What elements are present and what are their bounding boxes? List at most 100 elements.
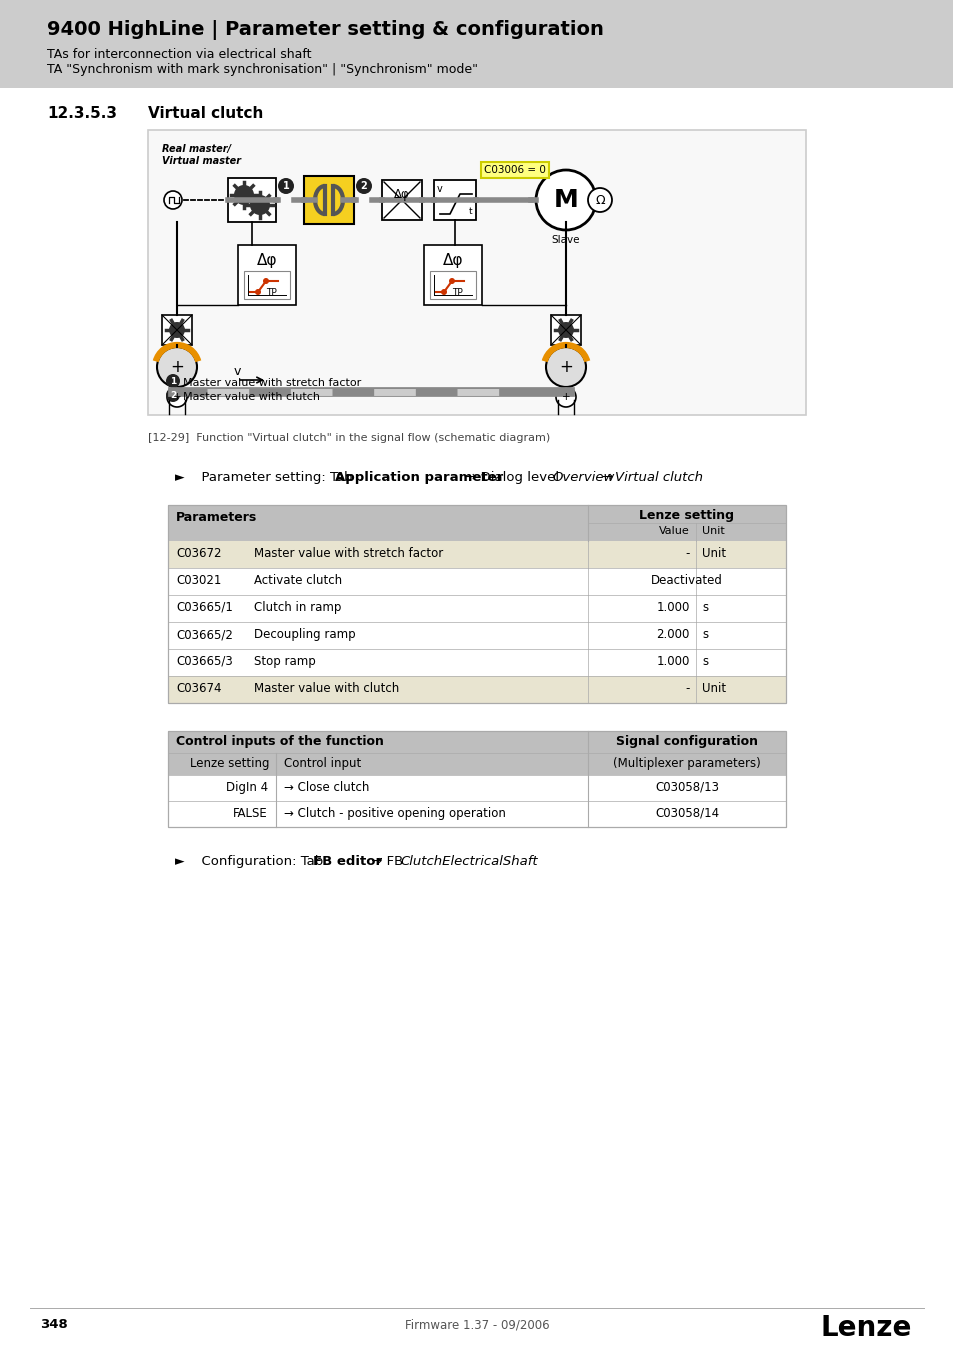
Text: 348: 348 xyxy=(40,1318,68,1331)
Text: 1.000: 1.000 xyxy=(656,601,689,614)
Circle shape xyxy=(556,387,576,406)
Circle shape xyxy=(166,387,180,402)
Text: +: + xyxy=(561,392,570,402)
Bar xyxy=(168,730,587,753)
Bar xyxy=(168,676,785,703)
Circle shape xyxy=(164,190,182,209)
Circle shape xyxy=(250,194,270,215)
Circle shape xyxy=(587,188,612,212)
Bar xyxy=(237,244,295,305)
Circle shape xyxy=(440,289,447,296)
Text: ClutchElectricalShaft: ClutchElectricalShaft xyxy=(400,855,537,868)
Text: Master value with clutch: Master value with clutch xyxy=(183,392,319,402)
Text: -: - xyxy=(685,682,689,695)
Bar xyxy=(168,541,785,568)
Text: Firmware 1.37 - 09/2006: Firmware 1.37 - 09/2006 xyxy=(404,1318,549,1331)
Text: FB editor: FB editor xyxy=(313,855,381,868)
Bar xyxy=(587,753,785,775)
Text: +: + xyxy=(172,392,181,402)
Text: C03674: C03674 xyxy=(175,682,221,695)
Bar xyxy=(168,595,785,622)
Bar xyxy=(275,753,587,775)
Text: s: s xyxy=(701,601,707,614)
Text: 9400 HighLine | Parameter setting & configuration: 9400 HighLine | Parameter setting & conf… xyxy=(47,20,603,40)
Text: TP: TP xyxy=(265,288,276,297)
Circle shape xyxy=(169,323,185,338)
Bar xyxy=(168,622,785,649)
Text: TA "Synchronism with mark synchronisation" | "Synchronism" mode": TA "Synchronism with mark synchronisatio… xyxy=(47,63,477,76)
Text: s: s xyxy=(701,655,707,668)
Circle shape xyxy=(545,347,585,387)
Text: v: v xyxy=(436,184,442,194)
Text: C03021: C03021 xyxy=(175,574,221,587)
Circle shape xyxy=(536,170,596,230)
Text: Real master/: Real master/ xyxy=(162,144,231,154)
Text: TP: TP xyxy=(451,288,462,297)
Bar xyxy=(168,568,785,595)
Bar xyxy=(148,130,805,414)
Bar xyxy=(587,730,785,753)
Text: C03058/13: C03058/13 xyxy=(655,782,719,794)
Text: C03058/14: C03058/14 xyxy=(655,807,719,819)
Text: +: + xyxy=(170,358,184,377)
Bar xyxy=(168,801,785,828)
Circle shape xyxy=(167,387,187,406)
Text: Decoupling ramp: Decoupling ramp xyxy=(253,628,355,641)
Text: 2: 2 xyxy=(170,390,176,400)
Text: Overview: Overview xyxy=(552,471,614,485)
Bar xyxy=(434,180,476,220)
Text: Lenze: Lenze xyxy=(820,1314,911,1342)
Circle shape xyxy=(277,178,294,194)
Text: Lenze setting: Lenze setting xyxy=(191,757,270,769)
Text: v: v xyxy=(233,364,241,378)
Text: M: M xyxy=(553,188,578,212)
Text: 1: 1 xyxy=(282,181,289,190)
Text: Δφ: Δφ xyxy=(442,252,463,269)
Text: ►: ► xyxy=(174,855,185,868)
Bar xyxy=(423,244,481,305)
Bar xyxy=(162,315,192,346)
Text: ►: ► xyxy=(174,471,185,485)
Text: C03665/1: C03665/1 xyxy=(175,601,233,614)
Text: Application parameter: Application parameter xyxy=(335,471,503,485)
Text: t: t xyxy=(468,207,472,216)
Text: -: - xyxy=(685,547,689,560)
Bar xyxy=(168,505,785,541)
Text: → Dialog level: → Dialog level xyxy=(460,471,563,485)
Bar xyxy=(228,178,275,221)
Text: Parameters: Parameters xyxy=(175,512,257,524)
Circle shape xyxy=(233,185,253,205)
Text: 1: 1 xyxy=(170,377,176,386)
Bar xyxy=(168,730,785,828)
Text: 12.3.5.3: 12.3.5.3 xyxy=(47,107,117,122)
Text: Lenze setting: Lenze setting xyxy=(639,509,734,522)
Text: C03672: C03672 xyxy=(175,547,221,560)
Bar xyxy=(244,271,290,298)
Text: Clutch in ramp: Clutch in ramp xyxy=(253,601,341,614)
Text: 1.000: 1.000 xyxy=(656,655,689,668)
Text: →: → xyxy=(598,471,617,485)
Text: Parameter setting: Tab: Parameter setting: Tab xyxy=(193,471,356,485)
Circle shape xyxy=(157,347,196,387)
Text: 2.000: 2.000 xyxy=(656,628,689,641)
Text: → Close clutch: → Close clutch xyxy=(284,782,369,794)
Text: Master value with stretch factor: Master value with stretch factor xyxy=(183,378,361,387)
Bar xyxy=(168,775,785,801)
Text: → FB: → FB xyxy=(366,855,407,868)
Text: FALSE: FALSE xyxy=(233,807,268,819)
Text: Unit: Unit xyxy=(701,547,725,560)
Text: s: s xyxy=(701,628,707,641)
Text: (Multiplexer parameters): (Multiplexer parameters) xyxy=(613,757,760,769)
Text: Virtual clutch: Virtual clutch xyxy=(148,107,263,122)
Circle shape xyxy=(166,374,180,387)
Text: Master value with clutch: Master value with clutch xyxy=(253,682,399,695)
Text: C03006 = 0: C03006 = 0 xyxy=(483,165,545,176)
Bar xyxy=(430,271,476,298)
Text: 2: 2 xyxy=(360,181,367,190)
Bar xyxy=(168,753,275,775)
Bar xyxy=(304,176,354,224)
Circle shape xyxy=(449,278,455,283)
Text: Virtual clutch: Virtual clutch xyxy=(615,471,702,485)
Text: Signal configuration: Signal configuration xyxy=(616,734,758,748)
Text: Δφ: Δφ xyxy=(256,252,277,269)
